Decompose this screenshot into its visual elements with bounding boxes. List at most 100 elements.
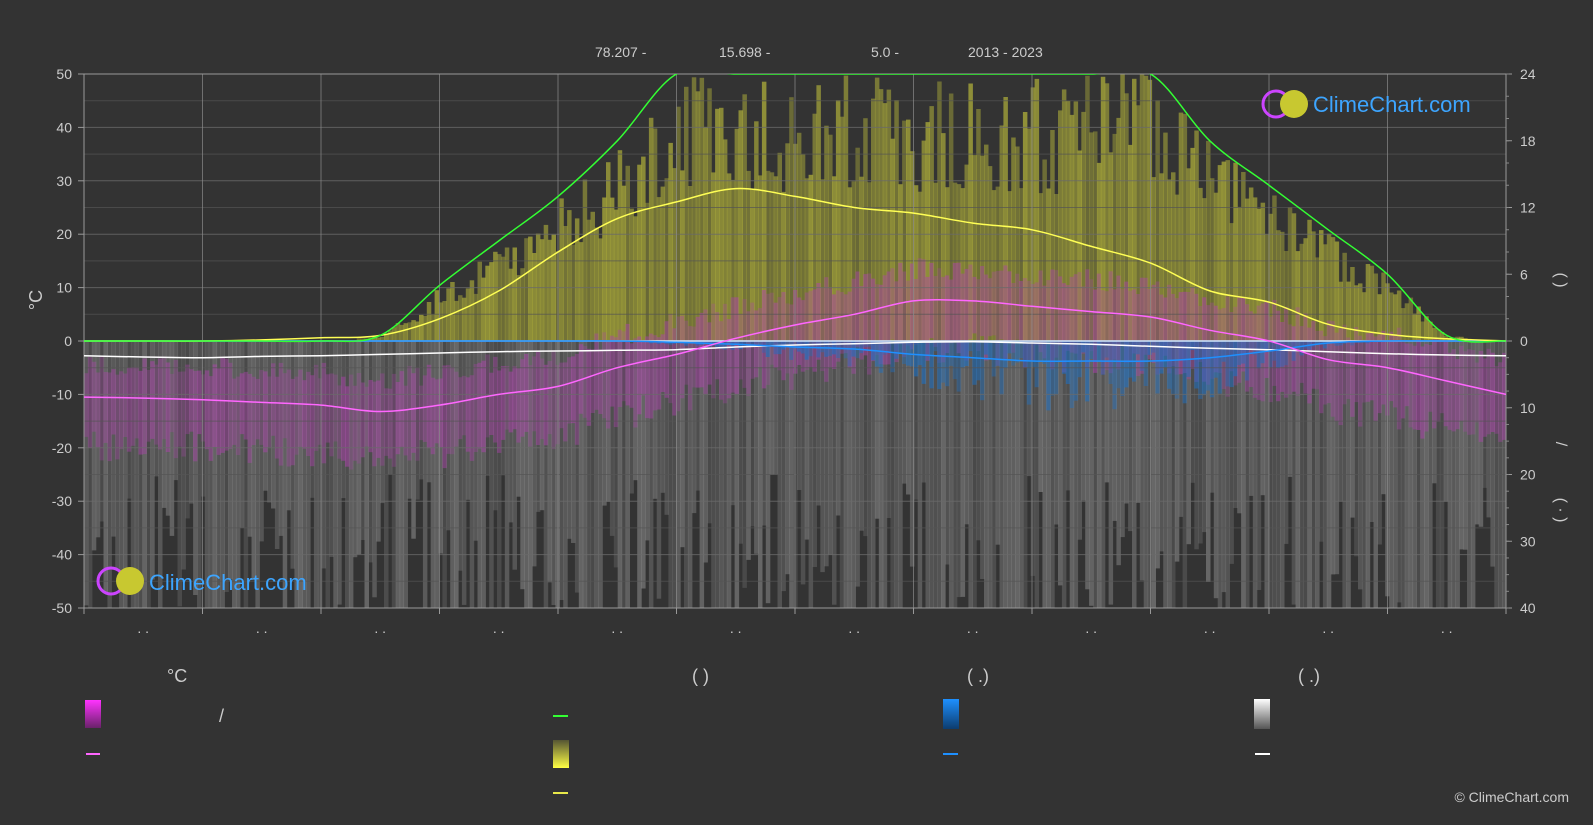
- temperature-range-bar: [384, 388, 389, 456]
- temperature-range-bar: [886, 271, 892, 365]
- rain-bar: [816, 341, 821, 358]
- precip-bar: [1463, 341, 1468, 550]
- precip-bar: [796, 341, 802, 490]
- precip-bar: [500, 341, 506, 476]
- temperature-range-bar: [235, 376, 241, 455]
- sunshine-bar: [1093, 131, 1098, 341]
- temperature-range-bar: [360, 382, 366, 458]
- temperature-range-bar: [177, 371, 182, 447]
- temperature-range-bar: [1061, 283, 1067, 373]
- precip-bar: [1190, 341, 1195, 483]
- right-axis-tick-precip: 20: [1520, 467, 1536, 483]
- temperature-range-bar: [867, 273, 872, 375]
- temperature-range-bar: [477, 362, 482, 449]
- precip-bar: [419, 341, 424, 480]
- temperature-range-bar: [1202, 297, 1207, 382]
- temperature-range-bar: [984, 274, 989, 361]
- temperature-range-bar: [761, 290, 767, 389]
- sunshine-bar: [1369, 265, 1375, 341]
- rain-bar: [1030, 341, 1036, 367]
- sunshine-bar: [1124, 93, 1129, 341]
- sunshine-bar: [1342, 252, 1347, 341]
- sunshine-bar: [761, 81, 767, 341]
- rain-bar: [754, 341, 759, 345]
- rain-bar: [1096, 341, 1102, 361]
- precip-bar: [906, 341, 911, 495]
- sunshine-bar: [1225, 160, 1230, 341]
- rain-bar: [761, 341, 767, 353]
- left-axis-tick: -50: [52, 600, 72, 616]
- precip-bar: [91, 341, 97, 551]
- sunshine-bar: [878, 89, 884, 341]
- sunshine-bar: [1233, 162, 1238, 341]
- rain-bar: [948, 341, 954, 366]
- rain-bar: [1120, 341, 1125, 396]
- precip-bar: [99, 341, 105, 522]
- temperature-range-bar: [1467, 349, 1472, 435]
- temperature-range-bar: [154, 364, 159, 445]
- sunshine-bar: [765, 170, 771, 341]
- temperature-range-bar: [520, 359, 525, 437]
- temperature-range-bar: [909, 263, 915, 350]
- precip-bar: [1287, 341, 1293, 477]
- sunshine-bar: [1112, 133, 1117, 341]
- temperature-range-bar: [995, 270, 1001, 366]
- rain-bar: [976, 341, 981, 381]
- sunshine-bar: [847, 187, 853, 341]
- temperature-range-bar: [808, 290, 814, 367]
- temperature-range-bar: [504, 366, 510, 430]
- precip-bar: [609, 341, 615, 536]
- rain-bar: [1237, 341, 1242, 365]
- temperature-range-bar: [1190, 287, 1195, 369]
- sunshine-bar: [485, 265, 490, 341]
- sunshine-bar: [964, 164, 969, 341]
- temperature-range-bar: [123, 373, 128, 437]
- temperature-range-bar: [1280, 322, 1285, 392]
- precip-bar: [750, 341, 755, 527]
- temperature-range-bar: [1007, 271, 1012, 341]
- left-axis-tick: 0: [64, 333, 72, 349]
- precip-bar: [1128, 341, 1133, 532]
- temperature-range-bar: [921, 259, 927, 343]
- precip-bar: [1022, 341, 1028, 608]
- precip-bar: [547, 341, 553, 583]
- rain-bar: [878, 341, 884, 373]
- precip-bar: [1116, 341, 1121, 566]
- temperature-range-bar: [956, 262, 962, 354]
- sunshine-bar: [563, 226, 568, 341]
- rain-bar: [691, 341, 697, 343]
- precip-bar: [976, 341, 981, 541]
- precip-bar: [1381, 341, 1386, 495]
- rain-bar: [1159, 341, 1164, 374]
- precip-bar: [1038, 341, 1043, 492]
- rain-bar: [1315, 341, 1320, 345]
- sunshine-bar: [516, 275, 521, 341]
- sunshine-bar: [633, 216, 638, 341]
- precip-bar: [181, 341, 186, 570]
- sunshine-bar: [598, 238, 603, 341]
- sunshine-bar: [621, 185, 627, 341]
- precip-bar: [111, 341, 116, 537]
- temperature-range-bar: [1077, 272, 1082, 362]
- temperature-range-bar: [1003, 265, 1008, 361]
- precip-bar: [415, 341, 420, 500]
- rain-bar: [1065, 341, 1071, 384]
- sunshine-bar: [1307, 219, 1312, 341]
- precip-bar: [773, 341, 779, 475]
- sunshine-bar: [500, 256, 506, 341]
- temperature-range-bar: [820, 287, 825, 372]
- temperature-range-bar: [325, 374, 330, 443]
- sunshine-bar: [1416, 306, 1421, 341]
- rain-bar: [1229, 341, 1234, 388]
- precip-bar: [512, 341, 517, 570]
- sunshine-bar: [1058, 110, 1063, 342]
- temperature-range-bar: [609, 335, 615, 407]
- temperature-range-bar: [387, 388, 393, 459]
- temperature-range-bar: [1120, 289, 1125, 347]
- rain-bar: [925, 341, 930, 361]
- temperature-range-bar: [1291, 326, 1297, 392]
- sunshine-bar: [1077, 150, 1082, 341]
- sunshine-bar: [1030, 87, 1036, 342]
- legend-temp-header: °C: [167, 666, 187, 686]
- legend-rain-header: ( .): [967, 666, 989, 686]
